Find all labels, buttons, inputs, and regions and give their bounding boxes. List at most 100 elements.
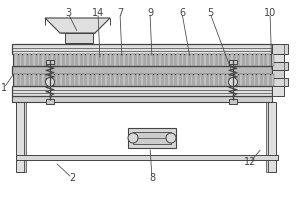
Bar [230, 54, 233, 66]
Bar [199, 54, 202, 66]
Bar [194, 54, 197, 66]
Bar [185, 74, 188, 86]
Bar [41, 74, 44, 86]
Text: 7: 7 [117, 8, 123, 18]
Bar [167, 54, 170, 66]
Bar [235, 54, 238, 66]
Bar [203, 54, 206, 66]
Bar [212, 74, 215, 86]
Bar [212, 54, 215, 66]
Bar [272, 62, 288, 70]
Bar [136, 54, 139, 66]
Bar [59, 74, 62, 86]
Bar [77, 74, 80, 86]
Text: 3: 3 [65, 8, 71, 18]
Bar [221, 54, 224, 66]
Bar [95, 74, 98, 86]
Bar [73, 54, 76, 66]
Bar [190, 54, 193, 66]
Bar [229, 99, 237, 104]
Polygon shape [45, 18, 110, 33]
Text: 10: 10 [264, 8, 276, 18]
Bar [128, 128, 176, 148]
Bar [113, 54, 116, 66]
Bar [145, 54, 148, 66]
Bar [229, 60, 237, 64]
Bar [104, 54, 107, 66]
Bar [136, 74, 139, 86]
Bar [50, 74, 53, 86]
Bar [185, 54, 188, 66]
Bar [163, 74, 166, 86]
Text: 12: 12 [244, 157, 256, 167]
Bar [253, 74, 256, 86]
Bar [28, 54, 31, 66]
Bar [235, 74, 238, 86]
Bar [154, 54, 157, 66]
Bar [172, 54, 175, 66]
Bar [131, 54, 134, 66]
Bar [272, 44, 288, 54]
Bar [41, 54, 44, 66]
Bar [266, 74, 269, 86]
Bar [272, 86, 284, 96]
Bar [16, 155, 278, 160]
Bar [131, 74, 134, 86]
Bar [13, 54, 271, 66]
Text: 8: 8 [149, 173, 155, 183]
Bar [46, 54, 49, 66]
Bar [217, 54, 220, 66]
Bar [140, 54, 143, 66]
Bar [230, 74, 233, 86]
Bar [13, 74, 271, 86]
Bar [257, 54, 260, 66]
Bar [86, 74, 89, 86]
Bar [68, 54, 71, 66]
Bar [55, 74, 58, 86]
Bar [268, 102, 276, 172]
Bar [239, 74, 242, 86]
Bar [12, 86, 272, 96]
Bar [100, 54, 103, 66]
Bar [113, 74, 116, 86]
Bar [271, 74, 274, 86]
Bar [239, 54, 242, 66]
Bar [154, 74, 157, 86]
Bar [50, 54, 53, 66]
Bar [55, 54, 58, 66]
Bar [37, 74, 40, 86]
Bar [127, 74, 130, 86]
Bar [226, 54, 229, 66]
Bar [181, 54, 184, 66]
Bar [145, 74, 148, 86]
Bar [181, 74, 184, 86]
Bar [262, 54, 265, 66]
Bar [12, 66, 272, 74]
Bar [46, 99, 54, 104]
Text: 2: 2 [69, 173, 75, 183]
Circle shape [46, 77, 55, 86]
Bar [16, 102, 24, 172]
Text: 6: 6 [179, 8, 185, 18]
Text: 5: 5 [207, 8, 213, 18]
Bar [122, 74, 125, 86]
Bar [73, 74, 76, 86]
Bar [86, 54, 89, 66]
Bar [244, 74, 247, 86]
Bar [266, 102, 268, 172]
Bar [91, 74, 94, 86]
Text: 1: 1 [1, 83, 7, 93]
Bar [221, 74, 224, 86]
Bar [12, 96, 272, 102]
Bar [65, 33, 93, 43]
Bar [226, 74, 229, 86]
Bar [199, 74, 202, 86]
Bar [37, 54, 40, 66]
Bar [244, 54, 247, 66]
Text: 14: 14 [92, 8, 104, 18]
Bar [248, 74, 251, 86]
Bar [46, 60, 54, 64]
Bar [24, 102, 26, 172]
Bar [118, 54, 121, 66]
Bar [172, 74, 175, 86]
